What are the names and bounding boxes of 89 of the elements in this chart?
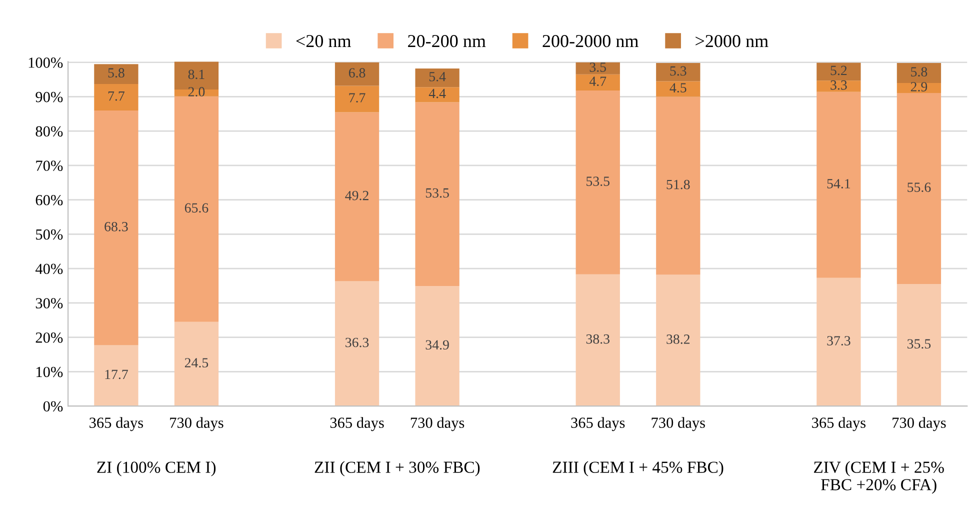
data-label: 8.1 [188, 70, 204, 80]
y-tick-label: 50% [36, 229, 63, 240]
x-tick-label: 365 days [330, 417, 384, 432]
x-tick-label: 365 days [90, 417, 144, 432]
bar [896, 82, 942, 93]
bar [656, 96, 700, 275]
bar [415, 102, 460, 286]
bar [334, 62, 380, 86]
bar [94, 64, 138, 84]
y-tick-label: 100% [28, 58, 63, 68]
data-label: 34.9 [426, 340, 449, 350]
bar [816, 62, 861, 81]
data-label: 4.7 [589, 76, 606, 86]
legend-label: <20 nm [296, 34, 352, 48]
bar [415, 68, 460, 88]
data-label: 68.3 [104, 222, 128, 232]
data-label: 5.8 [108, 68, 124, 78]
data-label: 51.8 [666, 180, 690, 190]
data-label: 5.2 [830, 66, 847, 76]
bar [896, 284, 942, 406]
y-tick-label: 10% [36, 366, 63, 378]
bar [174, 96, 219, 322]
data-label: 7.7 [108, 91, 124, 101]
data-label: 2.0 [188, 87, 205, 96]
legend-label: 200-2000 nm [542, 34, 638, 48]
data-label: 7.7 [349, 93, 366, 103]
text: ZI (100% CEM I) [97, 461, 216, 476]
bar [816, 80, 861, 92]
data-label: 54.1 [827, 179, 850, 188]
data-label: 53.5 [426, 188, 449, 198]
bar [94, 110, 138, 346]
legend-label: >2000 nm [696, 34, 768, 48]
x-tick-label: 730 days [652, 417, 705, 432]
data-label: 3.5 [590, 62, 606, 72]
bar [576, 62, 620, 74]
bar [896, 92, 942, 284]
data-label: 17.7 [105, 370, 128, 380]
y-tick-label: 60% [36, 194, 63, 206]
text: ZIII (CEM I + 45% FBC) [552, 461, 724, 476]
y-tick-label: 20% [36, 332, 63, 343]
data-label: 36.3 [346, 338, 369, 348]
data-label: 6.8 [348, 68, 366, 78]
y-tick-label: 70% [36, 160, 63, 171]
bar [656, 274, 700, 406]
data-label: 65.6 [184, 203, 208, 213]
bar [656, 81, 700, 97]
data-label: 5.3 [670, 66, 686, 76]
y-tick-label: 90% [36, 92, 63, 102]
data-label: 4.5 [670, 83, 686, 93]
bar [576, 90, 620, 274]
x-tick-label: 365 days [571, 417, 625, 432]
bar [94, 345, 138, 406]
data-label: 53.5 [586, 176, 610, 186]
bar [816, 92, 861, 278]
x-tick-label: 730 days [170, 417, 224, 432]
data-label: 5.4 [429, 72, 446, 82]
bar [816, 278, 861, 406]
data-label: 5.8 [911, 67, 928, 77]
x-tick-label: 730 days [892, 417, 946, 432]
legend-label: 20-200 nm [408, 34, 486, 48]
text: ZIV (CEM I + 25% FBC +20% CFA) [814, 461, 944, 494]
bar [576, 274, 620, 406]
bar [896, 63, 942, 83]
data-label: 38.3 [586, 334, 610, 344]
data-label: 49.2 [345, 190, 368, 200]
bar [174, 322, 219, 406]
bar [334, 112, 380, 282]
y-tick-label: 30% [36, 298, 63, 308]
data-label: 24.5 [184, 358, 208, 368]
bar [415, 286, 460, 406]
bar [94, 84, 138, 110]
bar [656, 63, 700, 82]
y-tick-label: 80% [36, 126, 63, 137]
text: ZII (CEM I + 30% FBC) [314, 461, 480, 476]
bar [334, 281, 380, 406]
x-tick-label: 730 days [410, 417, 464, 432]
y-tick-label: 40% [35, 264, 63, 274]
data-label: 55.6 [908, 182, 931, 192]
data-label: 4.4 [428, 88, 446, 98]
bar [576, 74, 620, 91]
x-tick-label: 365 days [812, 417, 866, 432]
data-label: 37.3 [827, 336, 850, 346]
data-label: 2.9 [910, 82, 928, 92]
bar [415, 87, 460, 102]
y-tick-label: 0% [43, 401, 63, 412]
data-label: 3.3 [830, 80, 847, 90]
bar [334, 86, 380, 112]
data-label: 38.2 [666, 334, 690, 344]
data-label: 35.5 [907, 339, 931, 349]
